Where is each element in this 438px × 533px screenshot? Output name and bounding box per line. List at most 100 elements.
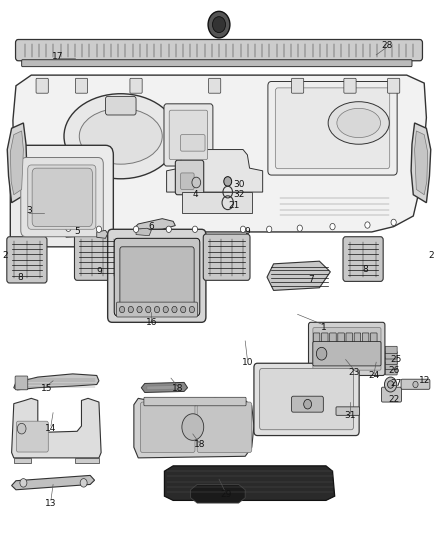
Text: 14: 14 [45,424,57,433]
Circle shape [192,177,201,188]
Circle shape [182,414,204,440]
FancyBboxPatch shape [75,78,88,93]
FancyBboxPatch shape [276,88,390,168]
Circle shape [120,306,125,313]
Polygon shape [135,219,175,230]
FancyBboxPatch shape [260,368,353,430]
FancyBboxPatch shape [313,342,381,366]
Polygon shape [147,385,182,390]
FancyBboxPatch shape [144,397,246,406]
Circle shape [128,306,134,313]
Circle shape [137,306,142,313]
FancyBboxPatch shape [338,333,344,343]
Polygon shape [267,261,330,290]
Polygon shape [12,475,95,490]
FancyBboxPatch shape [343,237,383,281]
Text: 17: 17 [52,52,63,61]
FancyBboxPatch shape [141,402,195,453]
Circle shape [163,306,168,313]
Text: 7: 7 [308,275,314,284]
Text: 27: 27 [390,379,402,388]
Circle shape [80,479,87,487]
Polygon shape [166,150,263,192]
Circle shape [365,222,370,228]
FancyBboxPatch shape [254,364,359,435]
Polygon shape [14,458,31,463]
FancyBboxPatch shape [197,402,252,453]
FancyBboxPatch shape [175,160,204,195]
Text: 12: 12 [419,376,430,385]
Text: 6: 6 [148,222,154,231]
Ellipse shape [79,108,162,164]
Circle shape [42,222,47,228]
Text: 25: 25 [390,355,402,364]
Text: 28: 28 [381,42,393,51]
Text: 15: 15 [41,384,52,393]
FancyBboxPatch shape [313,333,320,343]
Circle shape [316,348,327,360]
FancyBboxPatch shape [381,387,402,402]
Text: 16: 16 [145,318,157,327]
Polygon shape [141,382,187,392]
FancyBboxPatch shape [291,78,304,93]
Text: 26: 26 [388,366,399,375]
Circle shape [330,223,335,230]
FancyBboxPatch shape [180,173,194,189]
Text: 4: 4 [192,190,198,199]
Circle shape [166,226,171,232]
Text: 32: 32 [233,190,244,199]
FancyBboxPatch shape [385,362,397,369]
FancyBboxPatch shape [36,78,48,93]
Circle shape [17,423,26,434]
FancyBboxPatch shape [130,78,142,93]
Text: 29: 29 [220,489,231,498]
FancyBboxPatch shape [114,238,200,316]
FancyBboxPatch shape [208,78,221,93]
FancyBboxPatch shape [11,146,113,247]
Polygon shape [415,131,427,195]
FancyBboxPatch shape [346,333,353,343]
Circle shape [146,306,151,313]
Circle shape [240,226,246,232]
Circle shape [304,399,311,409]
Circle shape [208,11,230,38]
Polygon shape [411,123,431,203]
FancyBboxPatch shape [344,78,356,93]
Text: 21: 21 [229,201,240,210]
Circle shape [20,479,27,487]
Text: 18: 18 [172,384,183,393]
Circle shape [267,226,272,232]
Circle shape [154,306,159,313]
Polygon shape [182,192,252,213]
FancyBboxPatch shape [313,328,381,370]
Polygon shape [7,123,27,203]
FancyBboxPatch shape [385,352,397,359]
Text: 9: 9 [244,228,250,237]
Polygon shape [134,398,254,458]
FancyBboxPatch shape [28,165,96,229]
Circle shape [391,219,396,225]
Text: 22: 22 [388,395,399,404]
FancyBboxPatch shape [308,322,385,375]
Circle shape [224,176,232,186]
Polygon shape [11,131,23,195]
Polygon shape [75,458,99,463]
FancyBboxPatch shape [388,78,400,93]
Polygon shape [12,398,101,458]
FancyBboxPatch shape [291,396,323,412]
Ellipse shape [64,94,177,179]
Polygon shape [35,197,81,219]
Circle shape [413,381,418,387]
FancyBboxPatch shape [32,168,92,227]
Polygon shape [64,228,99,237]
FancyBboxPatch shape [21,158,103,237]
Circle shape [388,381,394,388]
FancyBboxPatch shape [120,247,194,305]
FancyBboxPatch shape [106,96,136,115]
Circle shape [134,226,139,232]
FancyBboxPatch shape [330,333,336,343]
FancyBboxPatch shape [203,234,250,280]
FancyBboxPatch shape [169,110,208,160]
Circle shape [66,225,71,231]
Text: 9: 9 [96,268,102,276]
